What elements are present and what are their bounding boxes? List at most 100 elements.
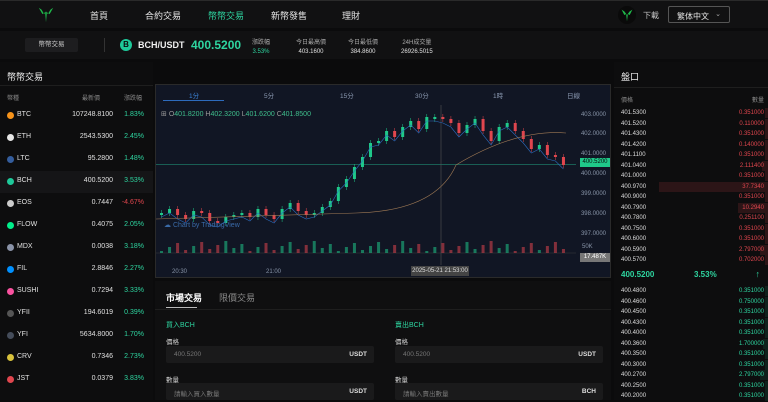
- nav-finance[interactable]: 理財: [342, 11, 361, 21]
- unit-label: USDT: [578, 351, 596, 358]
- ask-row[interactable]: 400.7800 0.251100: [614, 213, 768, 224]
- legend-toggle-icon[interactable]: ⊞: [161, 111, 169, 118]
- tf-1m[interactable]: 1分: [189, 93, 200, 100]
- bid-qty: 0.351000: [738, 288, 764, 294]
- ask-row[interactable]: 400.7500 0.351000: [614, 223, 768, 235]
- bid-row[interactable]: 400.4300 0.351000: [614, 317, 768, 329]
- depth-bar: [759, 244, 768, 255]
- market-row-jst[interactable]: JST 0.0379 3.83%: [0, 369, 153, 391]
- ask-qty: 0.351000: [738, 173, 764, 179]
- sell-price-input[interactable]: 400.5200 USDT: [395, 346, 603, 363]
- market-row-bch[interactable]: BCH 400.5200 3.53%: [0, 171, 153, 193]
- stat-change: 漲跌幅 3.53%: [252, 37, 270, 55]
- stat-label: 24H成交量: [402, 40, 432, 46]
- language-select[interactable]: 繁体中文 ⌄: [668, 6, 730, 23]
- nav-launchpad[interactable]: 新幣發售: [271, 11, 308, 21]
- market-row-fil[interactable]: FIL 2.8846 2.27%: [0, 259, 153, 281]
- ask-row[interactable]: 401.0000 0.351000: [614, 171, 768, 182]
- ask-row[interactable]: 401.5200 0.110000: [614, 118, 768, 130]
- market-row-eos[interactable]: EOS 0.7447 -4.67%: [0, 193, 153, 215]
- bid-price: 400.4000: [621, 330, 647, 336]
- coin-price: 0.0379: [91, 375, 113, 382]
- bid-row[interactable]: 400.4800 0.351000: [614, 286, 768, 297]
- bid-row[interactable]: 400.3600 1.700000: [614, 338, 768, 350]
- y-tick: 399.0000: [580, 191, 606, 197]
- ask-row[interactable]: 400.5900 2.797000: [614, 244, 768, 256]
- coin-price: 107248.8100: [72, 111, 113, 118]
- ask-row[interactable]: 400.6000 0.351000: [614, 234, 768, 245]
- spot-trade-pill[interactable]: 幣幣交易: [25, 38, 78, 52]
- crosshair-time-tag: 2025-05-21 21:53:00: [411, 266, 469, 276]
- bid-row[interactable]: 400.2000 0.351000: [614, 391, 768, 402]
- nav-futures[interactable]: 合約交易: [145, 11, 182, 21]
- coin-symbol: MDX: [17, 243, 33, 250]
- stat-volume: 24H成交量 26926.5015: [401, 37, 433, 55]
- volume-axis-label: 50K: [582, 244, 593, 250]
- tab-limit-order[interactable]: 限價交易: [219, 293, 256, 303]
- depth-bar: [658, 181, 768, 192]
- nav-home[interactable]: 首頁: [90, 11, 109, 21]
- sell-title: 賣出BCH: [395, 322, 424, 329]
- tf-1d[interactable]: 日線: [567, 93, 580, 100]
- ask-row[interactable]: 400.5700 0.702000: [614, 255, 768, 266]
- tf-15m[interactable]: 15分: [340, 93, 354, 100]
- market-row-yfii[interactable]: YFII 194.6019 0.39%: [0, 303, 153, 325]
- price-chart[interactable]: 1分 5分 15分 30分 1時 日線 ⊞ O401.8200 H402.320…: [155, 84, 611, 278]
- market-row-crv[interactable]: CRV 0.7346 2.73%: [0, 347, 153, 369]
- bid-row[interactable]: 400.2700 2.797000: [614, 370, 768, 381]
- download-link[interactable]: 下載: [643, 11, 659, 20]
- sell-qty-input[interactable]: 請輸入賣出數量 BCH: [395, 383, 603, 400]
- bid-row[interactable]: 400.4500 0.351000: [614, 307, 768, 318]
- ask-row[interactable]: 401.0400 2.111400: [614, 160, 768, 172]
- y-tick: 402.0000: [580, 131, 606, 137]
- active-tab-underline: [166, 307, 197, 308]
- buy-price-input[interactable]: 400.5200 USDT: [166, 346, 374, 363]
- brand-logo-icon[interactable]: [37, 6, 55, 24]
- ask-row[interactable]: 401.5300 0.351000: [614, 108, 768, 119]
- ask-row[interactable]: 401.4200 0.140000: [614, 139, 768, 151]
- candlestick-plot[interactable]: [156, 85, 576, 265]
- ask-row[interactable]: 400.7900 10.2940: [614, 202, 768, 214]
- ask-row[interactable]: 401.4300 0.351000: [614, 129, 768, 140]
- tf-5m[interactable]: 5分: [264, 93, 275, 100]
- market-row-eth[interactable]: ETH 2543.5300 2.45%: [0, 127, 153, 149]
- market-row-mdx[interactable]: MDX 0.0038 3.18%: [0, 237, 153, 259]
- market-row-yfi[interactable]: YFI 5634.8000 1.70%: [0, 325, 153, 347]
- coin-symbol: LTC: [17, 155, 30, 162]
- tradingview-watermark[interactable]: ☁ Chart by TradingView: [164, 221, 240, 229]
- bid-row[interactable]: 400.2500 0.351000: [614, 380, 768, 392]
- bch-coin-icon: B: [120, 39, 132, 51]
- app-download-icon[interactable]: [618, 6, 636, 24]
- bid-price: 400.4800: [621, 288, 647, 294]
- buy-qty-label: 數量: [166, 377, 179, 384]
- unit-label: USDT: [349, 351, 367, 358]
- ask-row[interactable]: 401.1100 0.351000: [614, 150, 768, 161]
- depth-bar: [765, 234, 768, 244]
- bid-qty: 0.351000: [738, 361, 764, 368]
- bid-row[interactable]: 400.4000 0.351000: [614, 328, 768, 339]
- buy-title: 買入BCH: [166, 322, 195, 329]
- tab-market-order[interactable]: 市場交易: [166, 293, 203, 303]
- y-tick: 401.0000: [580, 151, 606, 157]
- depth-bar: [765, 359, 768, 370]
- coin-symbol: FIL: [17, 265, 28, 272]
- bid-row[interactable]: 400.3500 0.351000: [614, 349, 768, 360]
- depth-bar: [761, 160, 768, 171]
- market-row-flow[interactable]: FLOW 0.4075 2.05%: [0, 215, 153, 237]
- tf-30m[interactable]: 30分: [415, 93, 429, 100]
- market-row-sushi[interactable]: SUSHI 0.7294 3.33%: [0, 281, 153, 303]
- ask-row[interactable]: 400.9000 0.351000: [614, 192, 768, 203]
- coin-icon: [7, 354, 14, 361]
- tf-1h[interactable]: 1時: [493, 93, 504, 100]
- ask-price: 400.6000: [621, 236, 647, 242]
- buy-qty-input[interactable]: 請輸入買入數量 USDT: [166, 383, 374, 400]
- y-tick: 403.0000: [580, 112, 606, 118]
- nav-spot[interactable]: 幣幣交易: [208, 11, 245, 21]
- market-row-btc[interactable]: BTC 107248.8100 1.83%: [0, 105, 153, 127]
- ask-price: 400.9000: [621, 194, 647, 200]
- coin-price: 194.6019: [83, 309, 113, 316]
- ask-row[interactable]: 400.9700 37.7340: [614, 181, 768, 193]
- bid-row[interactable]: 400.3000 0.351000: [614, 359, 768, 371]
- market-row-ltc[interactable]: LTC 95.2800 1.48%: [0, 149, 153, 171]
- bid-row[interactable]: 400.4600 0.750000: [614, 296, 768, 308]
